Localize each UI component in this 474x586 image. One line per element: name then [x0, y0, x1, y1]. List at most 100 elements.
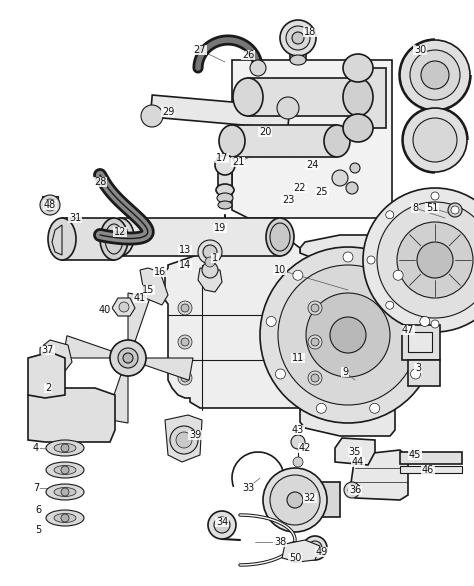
Text: 4: 4: [33, 443, 39, 453]
Ellipse shape: [54, 488, 76, 496]
Circle shape: [181, 374, 189, 382]
Polygon shape: [198, 268, 222, 292]
Text: 20: 20: [259, 127, 271, 137]
Text: 6: 6: [35, 505, 41, 515]
Circle shape: [260, 247, 436, 423]
Bar: [295, 482, 340, 517]
Circle shape: [403, 108, 467, 172]
Ellipse shape: [343, 78, 373, 116]
Circle shape: [308, 335, 322, 349]
Circle shape: [448, 203, 462, 217]
Ellipse shape: [266, 218, 294, 256]
Text: 40: 40: [99, 305, 111, 315]
Text: 39: 39: [189, 430, 201, 440]
Text: 48: 48: [44, 200, 56, 210]
Text: 14: 14: [179, 260, 191, 270]
Circle shape: [181, 304, 189, 312]
Text: 13: 13: [179, 245, 191, 255]
Polygon shape: [52, 225, 62, 255]
Text: 44: 44: [352, 457, 364, 467]
Circle shape: [410, 369, 420, 379]
Circle shape: [205, 257, 215, 267]
Ellipse shape: [46, 462, 84, 478]
Text: 35: 35: [349, 447, 361, 457]
Ellipse shape: [54, 444, 76, 452]
Text: 2: 2: [45, 383, 51, 393]
Circle shape: [367, 256, 375, 264]
Text: 3: 3: [415, 363, 421, 373]
Circle shape: [118, 348, 138, 368]
Circle shape: [266, 316, 276, 326]
Ellipse shape: [106, 218, 134, 256]
Circle shape: [370, 403, 380, 413]
Bar: [62, 218, 114, 260]
Bar: [408, 332, 432, 352]
Text: 51: 51: [426, 203, 438, 213]
Ellipse shape: [54, 465, 76, 475]
Circle shape: [198, 240, 222, 264]
Circle shape: [290, 547, 300, 557]
Ellipse shape: [233, 78, 263, 116]
Circle shape: [330, 317, 366, 353]
Text: 26: 26: [242, 50, 254, 60]
Ellipse shape: [343, 114, 373, 142]
Circle shape: [291, 435, 305, 449]
Circle shape: [181, 338, 189, 346]
Circle shape: [386, 301, 394, 309]
Circle shape: [119, 302, 129, 312]
Circle shape: [178, 371, 192, 385]
Polygon shape: [112, 298, 135, 316]
Text: 38: 38: [274, 537, 286, 547]
Polygon shape: [150, 95, 290, 129]
Circle shape: [311, 374, 319, 382]
Text: 22: 22: [294, 183, 306, 193]
Circle shape: [343, 252, 353, 262]
Bar: [290, 38, 306, 60]
Circle shape: [386, 211, 394, 219]
Text: 41: 41: [134, 293, 146, 303]
Polygon shape: [40, 340, 72, 375]
Circle shape: [44, 199, 56, 211]
Polygon shape: [282, 540, 320, 562]
Text: 24: 24: [306, 160, 318, 170]
Circle shape: [413, 118, 457, 162]
Circle shape: [178, 335, 192, 349]
Polygon shape: [335, 438, 375, 465]
Ellipse shape: [277, 97, 299, 119]
Text: 17: 17: [216, 153, 228, 163]
Polygon shape: [106, 374, 128, 423]
Circle shape: [332, 170, 348, 186]
Ellipse shape: [46, 440, 84, 456]
Text: 34: 34: [216, 517, 228, 527]
Polygon shape: [28, 388, 115, 442]
Circle shape: [344, 482, 360, 498]
Polygon shape: [300, 235, 395, 436]
Circle shape: [285, 542, 305, 562]
Text: 32: 32: [304, 493, 316, 503]
Circle shape: [208, 511, 236, 539]
Circle shape: [451, 206, 459, 214]
Circle shape: [61, 466, 69, 474]
Polygon shape: [63, 336, 111, 358]
Text: 8: 8: [412, 203, 418, 213]
Circle shape: [170, 426, 198, 454]
Ellipse shape: [217, 193, 233, 203]
Bar: [120, 218, 280, 256]
Text: 47: 47: [402, 325, 414, 335]
Bar: [232, 125, 337, 157]
Text: 50: 50: [289, 553, 301, 563]
Text: 5: 5: [35, 525, 41, 535]
Text: 19: 19: [214, 223, 226, 233]
Bar: [408, 360, 440, 386]
Circle shape: [316, 403, 326, 413]
Ellipse shape: [46, 510, 84, 526]
Circle shape: [123, 353, 133, 363]
Circle shape: [250, 60, 266, 76]
Circle shape: [346, 182, 358, 194]
Ellipse shape: [270, 223, 290, 251]
Circle shape: [311, 304, 319, 312]
Text: 42: 42: [299, 443, 311, 453]
Circle shape: [61, 444, 69, 452]
Circle shape: [287, 492, 303, 508]
Text: 9: 9: [342, 367, 348, 377]
